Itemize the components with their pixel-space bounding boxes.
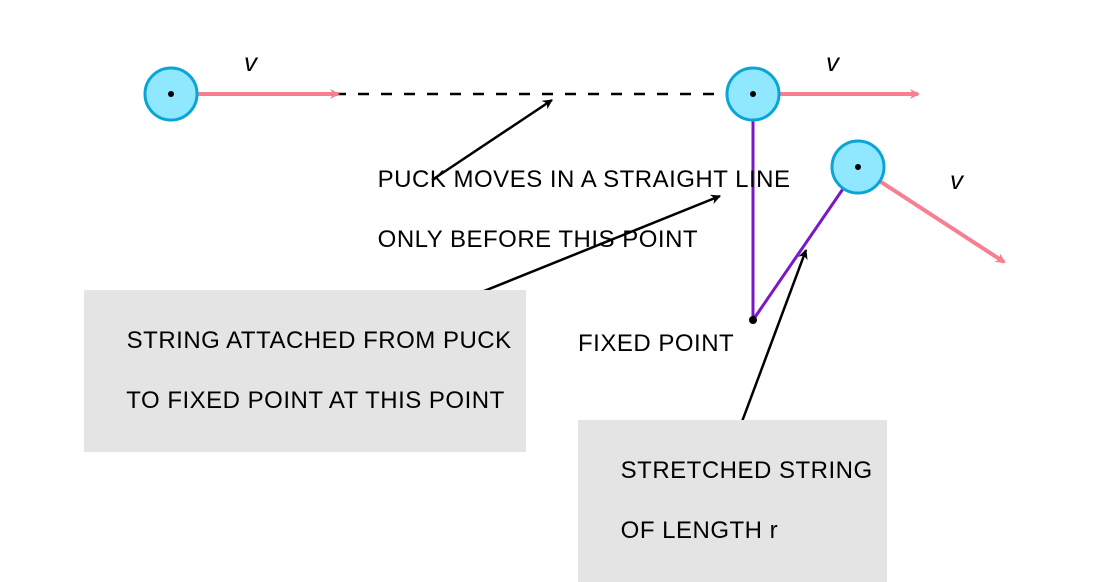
label-fixed-point: FIXED POINT: [578, 330, 734, 358]
velocity-label-left: v: [244, 47, 257, 78]
velocity-label-top: v: [826, 47, 839, 78]
label-stretched-string: STRETCHED STRING OF LENGTH r: [578, 420, 887, 582]
label-straight-line-1: PUCK MOVES IN A STRAIGHT LINE: [378, 166, 791, 193]
diagram-stage: v v v PUCK MOVES IN A STRAIGHT LINE ONLY…: [0, 0, 1100, 541]
velocity-label-angled: v: [950, 165, 963, 196]
label-string-attached-2: TO FIXED POINT AT THIS POINT: [126, 387, 505, 414]
label-straight-line-2: ONLY BEFORE THIS POINT: [378, 226, 698, 253]
puck-angled: [832, 141, 884, 193]
label-straight-line: PUCK MOVES IN A STRAIGHT LINE ONLY BEFOR…: [349, 135, 791, 285]
puck-top: [727, 68, 779, 120]
puck-left: [145, 68, 197, 120]
label-stretched-string-2: OF LENGTH r: [621, 517, 779, 544]
label-string-attached: STRING ATTACHED FROM PUCK TO FIXED POINT…: [84, 290, 526, 452]
fixed-point-dot: [749, 316, 757, 324]
label-stretched-string-1: STRETCHED STRING: [621, 457, 873, 484]
label-string-attached-1: STRING ATTACHED FROM PUCK: [127, 327, 512, 354]
